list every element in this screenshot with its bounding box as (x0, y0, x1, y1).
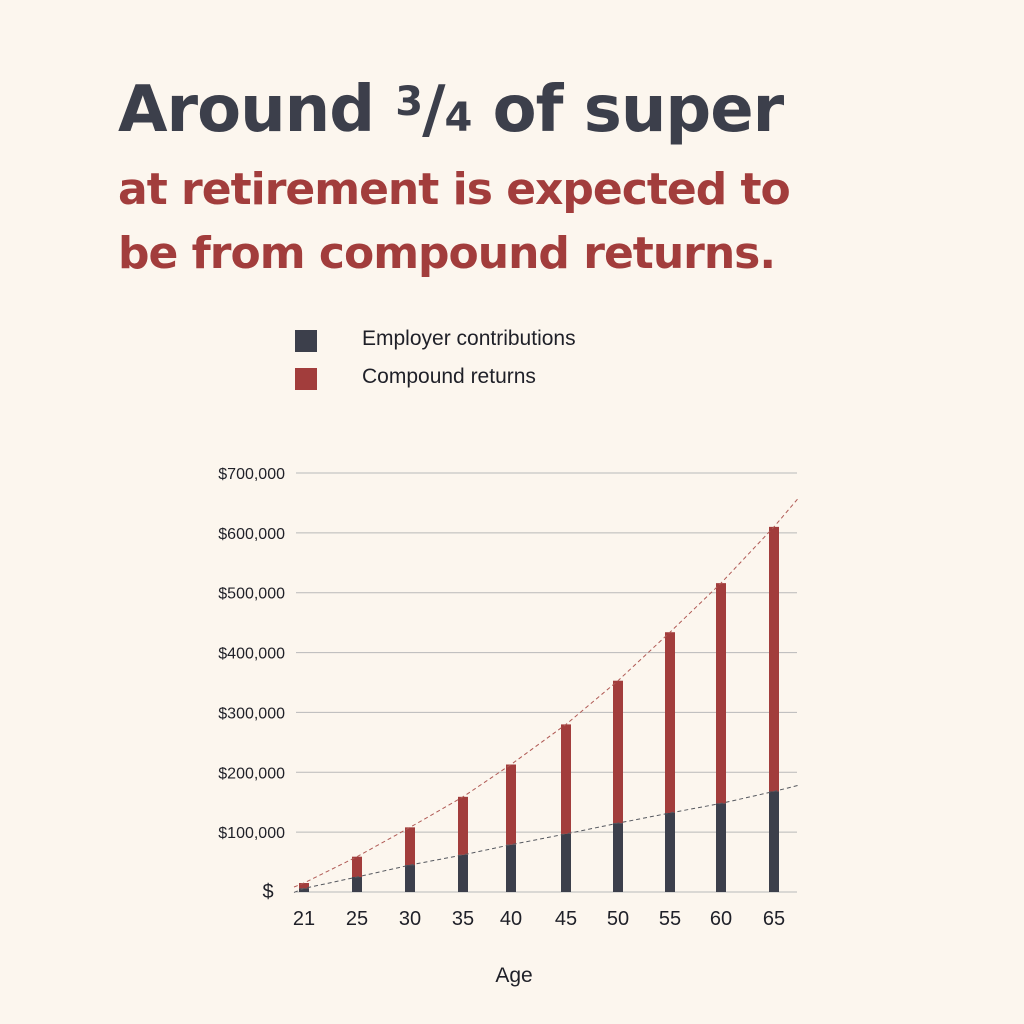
y-tick-label: $500,000 (218, 586, 285, 603)
legend-label-employer: Employer contributions (362, 327, 576, 350)
headline-line-2: at retirement is expected to (118, 164, 791, 215)
x-tick-label: 60 (710, 908, 732, 930)
x-tick-label: 40 (500, 908, 522, 930)
bar-compound-returns (458, 796, 468, 855)
y-tick-label: $200,000 (218, 765, 285, 782)
x-tick-label: 50 (607, 908, 629, 930)
x-tick-label: 35 (452, 908, 474, 930)
y-tick-label: $600,000 (218, 526, 285, 543)
legend-label-compound: Compound returns (362, 365, 536, 388)
bar-employer-contributions (506, 844, 516, 892)
x-tick-label: 30 (399, 908, 421, 930)
fraction-numerator: 3 (395, 79, 423, 125)
headline-line-3: be from compound returns. (118, 228, 776, 279)
bar-employer-contributions (352, 877, 362, 892)
bar-compound-returns (506, 764, 516, 845)
headline-line-1: Around 3/4 of super (118, 70, 790, 158)
y-tick-label: $400,000 (218, 646, 285, 663)
bar-compound-returns (299, 883, 309, 889)
bar-employer-contributions (613, 823, 623, 892)
bar-compound-returns (665, 632, 675, 813)
y-tick-label: $300,000 (218, 705, 285, 722)
y-tick-label: $700,000 (218, 466, 285, 483)
bar-employer-contributions (716, 803, 726, 892)
y-tick-label: $100,000 (218, 825, 285, 842)
x-tick-label: 25 (346, 908, 368, 930)
bar-employer-contributions (665, 812, 675, 892)
fraction-three-quarters: 3/4 (395, 70, 473, 158)
bar-compound-returns (561, 724, 571, 834)
bar-employer-contributions (299, 888, 309, 892)
x-tick-label: 21 (293, 908, 315, 930)
bar-employer-contributions (769, 791, 779, 892)
bar-compound-returns (613, 680, 623, 824)
bar-compound-returns (405, 827, 415, 866)
x-axis-label: Age (495, 964, 532, 987)
headline-end: of super (471, 73, 785, 147)
bar-employer-contributions (561, 833, 571, 892)
legend-swatch-compound (295, 368, 317, 390)
headline-start: Around (118, 73, 396, 147)
fraction-slash: / (422, 73, 445, 147)
trendline-total (293, 498, 799, 888)
bar-employer-contributions (458, 854, 468, 892)
headline: Around 3/4 of super at retirement is exp… (118, 70, 791, 286)
bar-compound-returns (769, 526, 779, 792)
legend-swatch-employer (295, 330, 317, 352)
bar-compound-returns (716, 583, 726, 804)
x-tick-label: 45 (555, 908, 577, 930)
bar-compound-returns (352, 856, 362, 878)
fraction-denominator: 4 (444, 95, 473, 141)
bar-employer-contributions (405, 865, 415, 892)
x-tick-label: 55 (659, 908, 681, 930)
x-tick-label: 65 (763, 908, 785, 930)
y-tick-label: $ (262, 881, 273, 903)
